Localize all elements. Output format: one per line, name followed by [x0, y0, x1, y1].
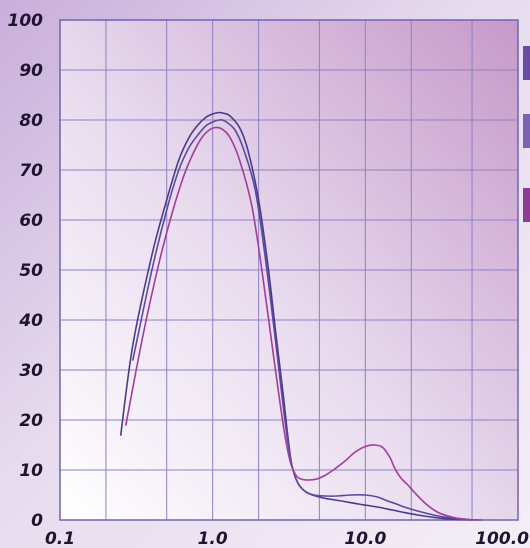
series-group — [119, 111, 483, 521]
y-tick-label-3: 30 — [19, 361, 43, 381]
series-line-3 — [125, 126, 483, 521]
y-tick-label-2: 20 — [19, 411, 43, 431]
legend-marker-3 — [523, 188, 530, 222]
series-line-1 — [119, 111, 473, 521]
y-axis-ticks: 0 10 20 30 40 50 60 70 80 90 100 — [8, 11, 44, 531]
y-tick-label-6: 60 — [19, 211, 43, 231]
series-line-2 — [132, 119, 480, 521]
grid — [59, 19, 519, 521]
y-tick-label-7: 70 — [19, 161, 43, 181]
y-tick-label-4: 40 — [18, 311, 43, 331]
legend-marker-2 — [523, 114, 530, 148]
y-tick-label-0: 0 — [31, 511, 43, 531]
x-axis-ticks: 0.1 1.0 10.0 100.0 — [45, 529, 529, 548]
y-tick-label-9: 90 — [19, 61, 43, 81]
y-tick-label-5: 50 — [19, 261, 43, 281]
y-tick-label-10: 100 — [8, 11, 44, 31]
y-tick-label-1: 10 — [19, 461, 43, 481]
plot-frame — [59, 19, 519, 521]
x-tick-label-3: 100.0 — [475, 529, 529, 548]
x-tick-label-0: 0.1 — [45, 529, 75, 548]
x-tick-label-2: 10.0 — [344, 529, 386, 548]
y-tick-label-8: 80 — [19, 111, 43, 131]
x-tick-label-1: 1.0 — [198, 529, 228, 548]
legend — [523, 46, 530, 222]
legend-marker-1 — [523, 46, 530, 80]
